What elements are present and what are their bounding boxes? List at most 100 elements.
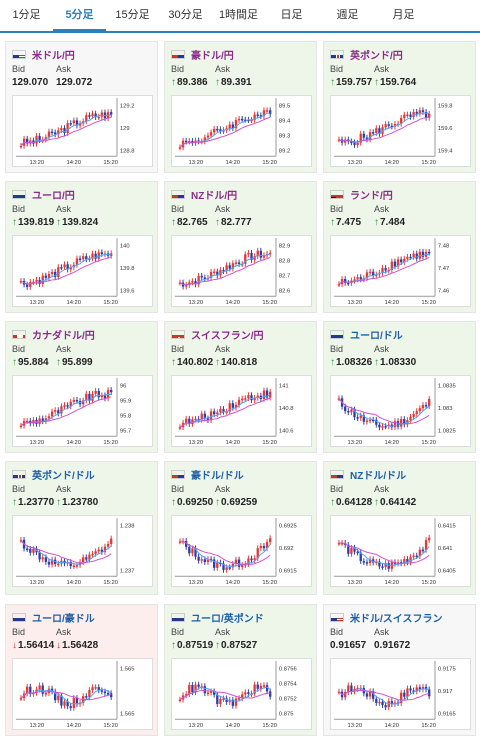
candle-body: [88, 554, 91, 560]
rate-card[interactable]: 豪ドル/円 Bid Ask ↑89.386 ↑89.391 89.5 89.4 89.3 89.…: [164, 41, 317, 173]
candlestick-chart[interactable]: 1.238 1.237 13:20 14:20 15:20: [12, 515, 153, 587]
rate-card[interactable]: ユーロ/英ポンド Bid Ask ↑0.87519 ↑0.87527 0.8756 0.87…: [164, 604, 317, 736]
rate-card[interactable]: ユーロ/円 Bid Ask ↑139.819 ↑139.824 140 139.8 139.6…: [5, 181, 158, 313]
arrow-up-icon: ↑: [215, 357, 220, 368]
tab-timeframe[interactable]: 5分足: [53, 0, 106, 32]
tab-timeframe[interactable]: 15分足: [115, 9, 150, 21]
y-tick-label: 7.46: [438, 288, 449, 294]
pair-link[interactable]: ランド/円: [350, 190, 393, 202]
candle-body: [178, 699, 182, 702]
candle-body: [57, 410, 60, 414]
candle-body: [41, 685, 44, 694]
pair-link[interactable]: 英ポンド/円: [350, 50, 403, 62]
tab-timeframe[interactable]: 30分足: [168, 9, 203, 21]
tab-timeframe[interactable]: 1分足: [12, 9, 41, 21]
pair-link[interactable]: 米ドル/円: [32, 50, 75, 62]
ma-slow-line: [179, 540, 271, 565]
x-tick-label: 15:20: [262, 723, 277, 729]
candle-body: [259, 250, 263, 258]
x-tick-label: 15:20: [421, 440, 436, 446]
card-header: カナダドル/円: [12, 328, 95, 342]
rate-card[interactable]: 豪ドル/ドル Bid Ask ↑0.69250 ↑0.69259 0.6925 0.692 0…: [164, 461, 317, 595]
candlestick-chart[interactable]: 129.2 129 128.8 13:20 14:20 15:20: [12, 95, 153, 167]
candle-body: [63, 128, 66, 134]
rate-card[interactable]: ユーロ/ドル Bid Ask ↑1.08326 ↑1.08330 1.0835 1.083 1…: [323, 321, 476, 453]
rate-card[interactable]: ランド/円 Bid Ask ↑7.475 ↑7.484 7.48 7.47 7.46 13:20…: [323, 181, 476, 313]
y-tick-label: 82.7: [279, 273, 290, 279]
x-tick-label: 13:20: [189, 440, 204, 446]
pair-link[interactable]: ユーロ/ドル: [350, 330, 403, 342]
ask-label: Ask: [215, 344, 231, 354]
ask-value: 0.87527: [221, 640, 258, 651]
candle-body: [78, 562, 82, 566]
tab-timeframe[interactable]: 週足: [336, 9, 359, 21]
candle-body: [375, 128, 378, 133]
pair-link[interactable]: ユーロ/豪ドル: [32, 613, 95, 625]
bid-value: 159.757: [336, 77, 373, 88]
rate-card[interactable]: NZドル/ドル Bid Ask ↑0.64128 ↑0.64142 0.6415 0.641…: [323, 461, 476, 595]
candlestick-chart[interactable]: 0.8756 0.8754 0.8752 0.875 13:20 14:20 15:20: [171, 658, 312, 730]
candle-body: [409, 114, 412, 117]
candlestick-chart[interactable]: 0.6925 0.692 0.6915 13:20 14:20 15:20: [171, 515, 312, 587]
candlestick-chart[interactable]: 89.5 89.4 89.3 89.2 13:20 14:20 15:20: [171, 95, 312, 167]
candlestick-chart[interactable]: 7.48 7.47 7.46 13:20 14:20 15:20: [330, 235, 471, 307]
candle-body: [375, 698, 378, 703]
rate-card[interactable]: 英ポンド/円 Bid Ask ↑159.757 ↑159.764 159.8 159.6 15…: [323, 41, 476, 173]
rate-card[interactable]: スイスフラン/円 Bid Ask ↑140.802 ↑140.818 141 140.8 14…: [164, 321, 317, 453]
pair-link[interactable]: ユーロ/円: [32, 190, 75, 202]
candlestick-chart[interactable]: 0.9175 0.917 0.9165 13:20 14:20 15:20: [330, 658, 471, 730]
chart-svg: 7.48 7.47 7.46 13:20 14:20 15:20: [333, 237, 449, 306]
pair-link[interactable]: 豪ドル/円: [191, 50, 234, 62]
pair-link[interactable]: スイスフラン/円: [191, 330, 264, 342]
ma-slow-line: [20, 256, 112, 285]
candle-body: [44, 137, 48, 140]
ask-label: Ask: [215, 64, 231, 74]
candle-body: [103, 546, 107, 552]
candlestick-chart[interactable]: 1.565 1.565 13:20 14:20 15:20: [12, 658, 153, 730]
candlestick-chart[interactable]: 1.0835 1.083 1.0825 13:20 14:20 15:20: [330, 375, 471, 447]
au-flag-icon: [171, 49, 185, 59]
rate-card[interactable]: 米ドル/スイスフラン Bid Ask 0.91657 0.91672 0.9175 0.91…: [323, 604, 476, 736]
candle-body: [415, 253, 418, 259]
candle-body: [54, 691, 57, 701]
candle-body: [384, 426, 387, 428]
rate-card[interactable]: カナダドル/円 Bid Ask ↑95.884 ↑95.899 96 95.9 95.8 95.…: [5, 321, 158, 453]
pair-link[interactable]: 豪ドル/ドル: [191, 470, 244, 482]
bid-value: 89.386: [177, 77, 208, 88]
pair-link[interactable]: NZドル/ドル: [350, 470, 407, 482]
candlestick-chart[interactable]: 96 95.9 95.8 95.7 13:20 14:20 15:20: [12, 375, 153, 447]
ma-fast-line: [179, 253, 271, 286]
pair-link[interactable]: 英ポンド/ドル: [32, 470, 95, 482]
candle-body: [197, 684, 200, 687]
rate-card[interactable]: 米ドル/円 Bid Ask 129.070 129.072 129.2 129 128.8 13…: [5, 41, 158, 173]
candle-body: [347, 544, 350, 554]
candle-body: [63, 264, 66, 268]
candle-body: [400, 259, 403, 263]
candle-body: [194, 418, 197, 421]
pair-link[interactable]: カナダドル/円: [32, 330, 95, 342]
rate-card[interactable]: 英ポンド/ドル Bid Ask ↑1.23770 ↑1.23780 1.238 1.237 1…: [5, 461, 158, 595]
y-tick-label: 82.6: [279, 288, 290, 294]
pair-link[interactable]: ユーロ/英ポンド: [191, 613, 264, 625]
candlestick-chart[interactable]: 159.8 159.6 159.4 13:20 14:20 15:20: [330, 95, 471, 167]
tab-timeframe[interactable]: 月足: [392, 9, 415, 21]
rate-card[interactable]: ユーロ/豪ドル Bid Ask ↓1.56414 ↓1.56428 1.565 1.565 1…: [5, 604, 158, 736]
pair-link[interactable]: NZドル/円: [191, 190, 238, 202]
candle-body: [340, 542, 344, 545]
tab-timeframe[interactable]: 1時間足: [218, 9, 259, 21]
candle-body: [381, 566, 384, 568]
candle-body: [219, 129, 222, 131]
tab-timeframe[interactable]: 日足: [280, 9, 303, 21]
candle-body: [372, 559, 375, 563]
ma-slow-line: [20, 539, 112, 564]
candle-body: [185, 418, 188, 423]
candlestick-chart[interactable]: 0.6415 0.641 0.6405 13:20 14:20 15:20: [330, 515, 471, 587]
pair-link[interactable]: 米ドル/スイスフラン: [350, 613, 443, 625]
candlestick-chart[interactable]: 140 139.8 139.6 13:20 14:20 15:20: [12, 235, 153, 307]
candlestick-chart[interactable]: 82.9 82.8 82.7 82.6 13:20 14:20 15:20: [171, 235, 312, 307]
candlestick-chart[interactable]: 141 140.8 140.6 13:20 14:20 15:20: [171, 375, 312, 447]
bid-label: Bid: [330, 64, 344, 74]
candle-body: [262, 546, 266, 549]
ask-value: 1.23780: [62, 497, 99, 508]
rate-card[interactable]: NZドル/円 Bid Ask ↑82.765 ↑82.777 82.9 82.8 82.7 82…: [164, 181, 317, 313]
